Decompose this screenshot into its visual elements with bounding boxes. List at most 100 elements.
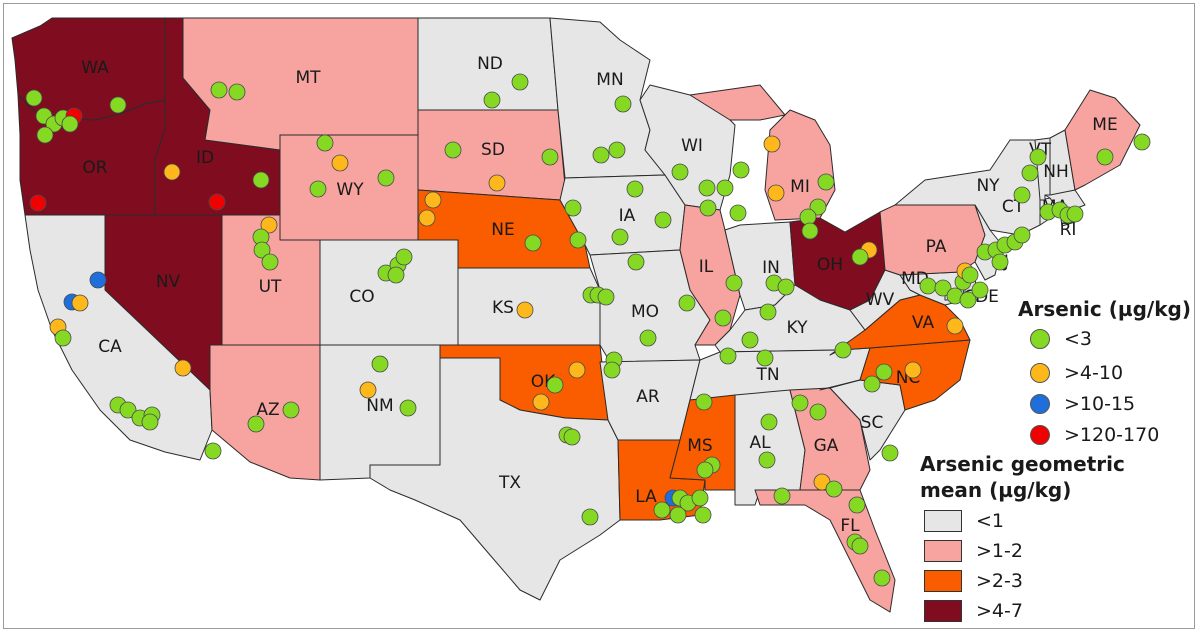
sample-point (758, 451, 776, 469)
label-KS: KS (492, 298, 514, 318)
sample-point (210, 81, 228, 99)
sample-point (541, 148, 559, 166)
legend-swatch (924, 510, 962, 532)
sample-point (881, 444, 899, 462)
sample-point (760, 413, 778, 431)
sample-point (817, 173, 835, 191)
sample-point (919, 277, 937, 295)
sample-point (716, 179, 734, 197)
legend-swatch (924, 600, 962, 622)
label-ME: ME (1092, 115, 1117, 135)
sample-point (695, 393, 713, 411)
legend-label: <1 (976, 510, 1005, 532)
label-AR: AR (636, 387, 660, 407)
label-CO: CO (349, 287, 374, 307)
label-WV: WV (866, 290, 895, 310)
sample-point (759, 303, 777, 321)
sample-point (316, 134, 334, 152)
sample-point (395, 248, 413, 266)
sample-point (252, 171, 270, 189)
sample-point (725, 274, 743, 292)
sample-point (488, 174, 506, 192)
label-MT: MT (295, 68, 321, 88)
state-labels: WA OR ID NV CA MT WY UT AZ CO NM ND SD N… (81, 54, 1117, 536)
legend-dot (1030, 329, 1050, 349)
label-TX: TX (498, 473, 521, 493)
sample-point (767, 184, 785, 202)
sample-point (418, 209, 436, 227)
legend-label: >10-15 (1064, 393, 1136, 415)
legend-dot (1030, 363, 1050, 383)
state-ME (1064, 89, 1141, 191)
label-WY: WY (336, 180, 364, 200)
label-ID: ID (196, 148, 214, 168)
sample-point (208, 193, 226, 211)
sample-point (377, 169, 395, 187)
states-layer (11, 17, 1141, 613)
sample-point (253, 241, 271, 259)
states-legend-row-1: <1 (924, 508, 1004, 534)
sample-point (848, 496, 866, 514)
sample-point (851, 537, 869, 555)
label-FL: FL (840, 516, 860, 536)
sample-point (511, 73, 529, 91)
sample-point (228, 83, 246, 101)
sample-point (483, 91, 501, 109)
label-NV: NV (156, 272, 181, 292)
legend-label: <3 (1064, 328, 1093, 350)
sample-point (1066, 205, 1084, 223)
sample-point (331, 154, 349, 172)
state-FL (754, 489, 896, 613)
sample-point (282, 401, 300, 419)
sample-point (809, 198, 827, 216)
sample-point (777, 278, 795, 296)
sample-point (946, 317, 964, 335)
legend-label: >1-2 (976, 540, 1023, 562)
sample-point (261, 253, 279, 271)
sample-point (399, 399, 417, 417)
label-MN: MN (596, 70, 623, 90)
sample-point (444, 141, 462, 159)
label-AL: AL (749, 433, 771, 453)
label-NY: NY (976, 176, 1000, 196)
legend-label: >4-10 (1064, 362, 1124, 384)
label-WA: WA (81, 58, 109, 78)
sample-point (756, 349, 774, 367)
sample-point (653, 501, 671, 519)
sample-points (25, 73, 1151, 587)
sample-point (564, 199, 582, 217)
sample-point (54, 329, 72, 347)
label-NH: NH (1043, 162, 1069, 182)
state-MI (689, 84, 836, 221)
sample-point (671, 163, 689, 181)
sample-point (592, 146, 610, 164)
sample-point (773, 487, 791, 505)
state-TX (369, 357, 621, 601)
sample-point (825, 480, 843, 498)
sample-point (654, 211, 672, 229)
legend-dot (1030, 394, 1050, 414)
sample-point (961, 266, 979, 284)
sample-point (581, 508, 599, 526)
label-IL: IL (699, 257, 714, 277)
sample-point (371, 355, 389, 373)
sample-point (563, 428, 581, 446)
label-NE: NE (491, 220, 514, 240)
sample-point (247, 415, 265, 433)
sample-point (1029, 148, 1047, 166)
label-RI: RI (1060, 220, 1077, 240)
label-MO: MO (631, 302, 659, 322)
sample-point (603, 361, 621, 379)
sample-point (714, 309, 732, 327)
legend-label: >4-7 (976, 600, 1023, 622)
sample-point (1013, 226, 1031, 244)
sample-point (1021, 164, 1039, 182)
label-PA: PA (926, 237, 947, 257)
sample-point (959, 291, 977, 309)
legend-label: >120-170 (1064, 424, 1160, 446)
sample-point (678, 294, 696, 312)
sample-point (532, 393, 550, 411)
sample-point (834, 341, 852, 359)
sample-point (387, 266, 405, 284)
sample-point (141, 413, 159, 431)
